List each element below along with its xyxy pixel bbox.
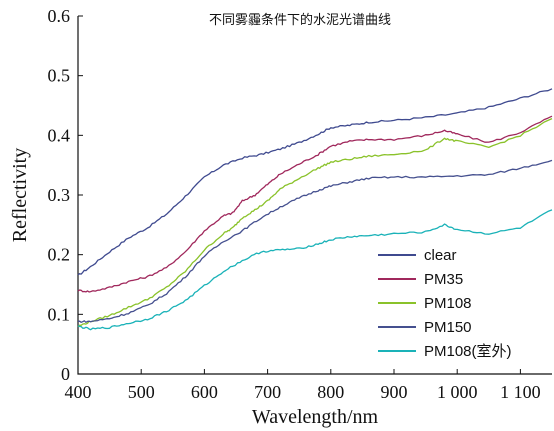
y-tick-label: 0.4 xyxy=(48,125,71,145)
y-axis-label: Reflectivity xyxy=(9,148,31,242)
axis-lines xyxy=(77,16,552,375)
y-tick-label: 0.1 xyxy=(48,304,71,324)
legend: clear PM35 PM108 PM150 PM108(室外) xyxy=(378,247,512,360)
legend-label: PM150 xyxy=(424,319,472,336)
x-tick-label: 900 xyxy=(381,382,408,402)
x-tick-label: 500 xyxy=(128,382,155,402)
legend-label: PM35 xyxy=(424,271,463,288)
y-tick-label: 0.5 xyxy=(48,66,71,86)
x-tick-label: 1 000 xyxy=(437,382,478,402)
x-tick-label: 1 100 xyxy=(500,382,541,402)
x-tick-label: 600 xyxy=(191,382,218,402)
legend-label: clear xyxy=(424,247,457,264)
x-tick-label: 700 xyxy=(254,382,281,402)
series-line-pm108 xyxy=(77,209,553,331)
series-line-pm35 xyxy=(77,115,553,293)
x-tick-label: 400 xyxy=(65,382,92,402)
series-line-pm150 xyxy=(77,159,553,323)
legend-label: PM108(室外) xyxy=(424,343,512,360)
series-layer xyxy=(77,88,553,331)
y-tick-label: 0.2 xyxy=(48,245,71,265)
axes: 0 0.1 0.2 0.3 0.4 0.5 0.6 400 500 600 700 800 900 1 0… xyxy=(48,6,552,402)
chart-title: 不同雾霾条件下的水泥光谱曲线 xyxy=(209,12,391,28)
legend-label: PM108 xyxy=(424,295,472,312)
series-line-pm108 xyxy=(77,118,553,328)
y-tick-label: 0.3 xyxy=(48,185,71,205)
x-axis-label: Wavelength/nm xyxy=(252,406,379,428)
x-tick-label: 800 xyxy=(317,382,344,402)
y-tick-label: 0 xyxy=(61,364,70,384)
y-tick-label: 0.6 xyxy=(48,6,71,26)
series-line-clear xyxy=(77,88,553,276)
